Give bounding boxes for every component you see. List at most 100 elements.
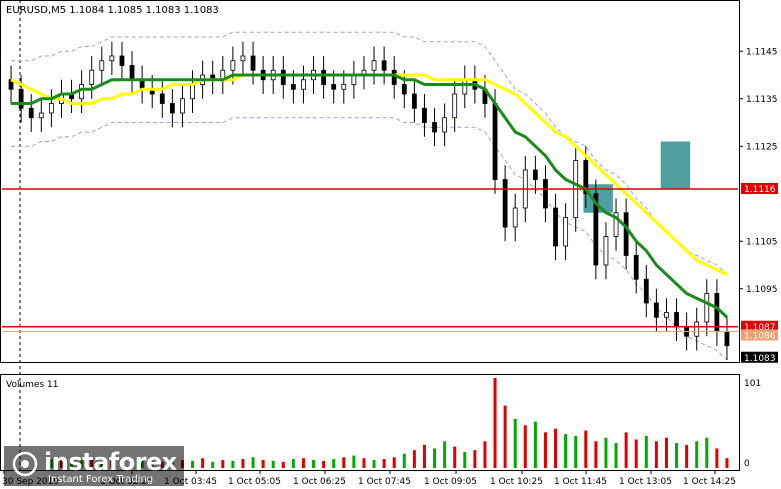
candle xyxy=(623,198,629,270)
level-tag-1.1087 xyxy=(741,320,778,332)
band-upper xyxy=(11,31,728,275)
candle-body xyxy=(48,103,54,114)
candle xyxy=(674,298,679,341)
candle xyxy=(603,222,609,280)
time-tick-label: 1 Oct 03:45 xyxy=(164,477,217,487)
ma-slow-line xyxy=(10,73,728,276)
candle xyxy=(99,46,105,85)
candle-body xyxy=(371,60,377,71)
candle xyxy=(79,70,85,113)
candle xyxy=(694,307,700,351)
candle-body xyxy=(280,69,286,85)
candle-body xyxy=(603,236,609,266)
candle xyxy=(664,298,669,332)
volumes-label: Volumes 11 xyxy=(6,380,58,390)
band-lower xyxy=(11,117,728,361)
instaforex-watermark: instaforex Instant Forex Trading xyxy=(4,446,184,486)
volume-axis: 101 0 xyxy=(744,379,761,469)
candle-body xyxy=(28,107,34,119)
candle-body xyxy=(381,60,387,71)
candle xyxy=(381,46,387,85)
candle xyxy=(422,94,427,137)
candle xyxy=(512,193,518,242)
candle xyxy=(321,56,327,99)
candle-body xyxy=(452,93,458,119)
candle-body xyxy=(391,69,397,85)
candle xyxy=(361,56,367,90)
candle-body xyxy=(321,69,327,85)
candle-body xyxy=(411,93,417,109)
candle-body xyxy=(190,84,195,100)
candle xyxy=(180,84,185,128)
ma-fast-line xyxy=(11,73,728,319)
candle xyxy=(452,79,458,132)
candle xyxy=(351,60,357,99)
candle xyxy=(240,41,246,75)
candle-body xyxy=(532,169,538,180)
candle xyxy=(724,317,730,360)
candle-body xyxy=(442,117,448,133)
candle-body xyxy=(230,60,236,71)
volume-tick-label: 0 xyxy=(744,459,750,469)
candle-body xyxy=(38,112,44,119)
candle-body xyxy=(169,103,175,114)
candle xyxy=(593,179,599,280)
candle-body xyxy=(422,107,427,123)
level-label-1.1086: 1.1086 xyxy=(744,332,776,342)
candle xyxy=(190,70,195,113)
candle-body xyxy=(643,278,649,304)
candle xyxy=(563,203,569,261)
candle-body xyxy=(89,69,95,85)
candle xyxy=(8,65,14,104)
signal-box-2 xyxy=(660,141,691,189)
candle xyxy=(432,108,437,147)
candle xyxy=(169,89,175,128)
candle xyxy=(129,51,135,94)
level-label-1.1083: 1.1083 xyxy=(744,354,776,364)
candle xyxy=(69,79,74,113)
candle-body xyxy=(159,93,165,104)
candle xyxy=(159,79,165,118)
candle-body xyxy=(633,255,639,280)
candle-body xyxy=(694,321,700,337)
candle xyxy=(704,279,710,337)
candle-body xyxy=(240,55,246,62)
candle-body xyxy=(502,179,508,228)
candle-body xyxy=(613,212,619,237)
candle-body xyxy=(99,60,105,71)
time-tick-label: 1 Oct 11:45 xyxy=(554,477,607,487)
level-tag-1.1083 xyxy=(741,351,778,363)
candle xyxy=(543,165,548,223)
candle-body xyxy=(543,179,548,209)
candle-body xyxy=(583,160,589,195)
candle xyxy=(442,103,448,147)
candle xyxy=(371,46,377,85)
candle-body xyxy=(593,193,599,266)
candle-body xyxy=(492,103,498,180)
candle-body xyxy=(331,84,337,90)
candle-body xyxy=(462,79,468,95)
level-tag-1.1086 xyxy=(741,329,778,341)
candle xyxy=(109,41,115,75)
candle-body xyxy=(180,98,185,114)
volume-tick-label: 101 xyxy=(744,379,761,389)
candle xyxy=(250,41,256,85)
candle-body xyxy=(664,312,669,318)
candle-body xyxy=(704,293,710,323)
candle-body xyxy=(714,293,720,332)
candle-body xyxy=(119,55,125,66)
price-tick-label: 1.1135 xyxy=(746,95,778,105)
candle-body xyxy=(79,84,85,100)
candle-body xyxy=(553,207,558,247)
time-tick-label: 1 Oct 14:25 xyxy=(683,477,736,487)
candle xyxy=(653,288,659,332)
price-tick-label: 1.1095 xyxy=(746,285,778,295)
candle xyxy=(502,165,508,242)
candle xyxy=(462,65,468,109)
candle-body xyxy=(401,84,407,95)
candle-body xyxy=(724,331,730,347)
level-label-1.1116: 1.1116 xyxy=(744,185,776,195)
candle xyxy=(532,155,538,194)
